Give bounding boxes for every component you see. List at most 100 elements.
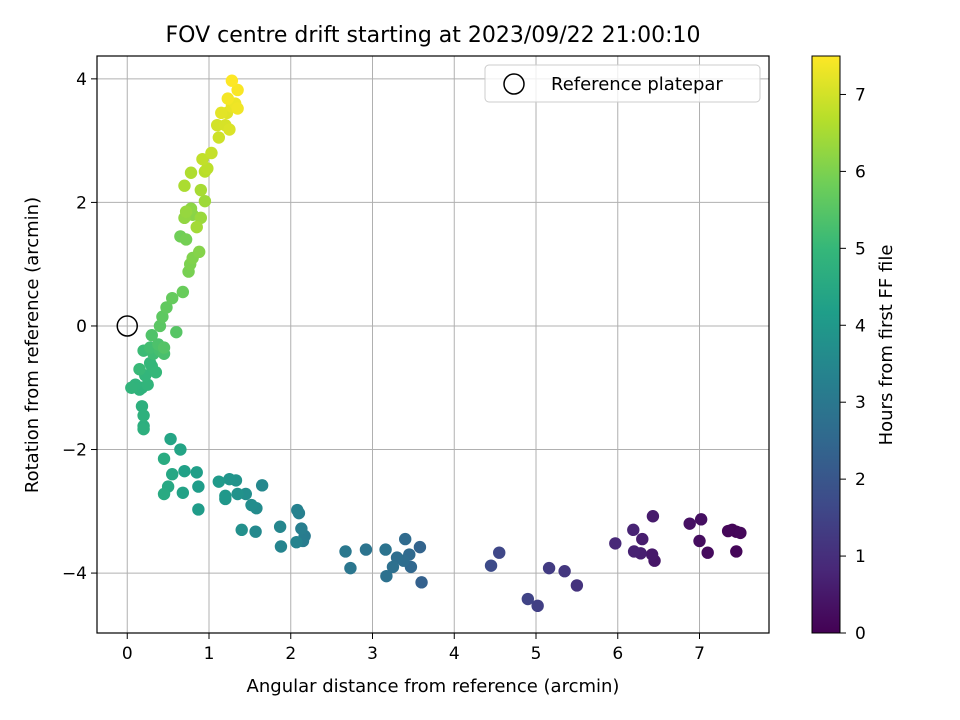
plot-frame [96, 55, 770, 634]
data-point [160, 301, 173, 314]
data-points [125, 74, 747, 613]
data-point [192, 503, 205, 516]
colorbar-tick-label: 4 [855, 316, 866, 336]
data-point [646, 510, 660, 523]
x-tick-label: 6 [612, 644, 623, 664]
data-point [137, 409, 150, 422]
data-point [386, 560, 400, 574]
data-point [205, 146, 218, 160]
data-point [379, 543, 392, 556]
data-point [223, 123, 236, 136]
data-point [558, 565, 571, 578]
data-point [339, 545, 352, 558]
data-point [166, 291, 179, 305]
colorbar-tick-label: 7 [855, 85, 866, 105]
data-point [609, 537, 622, 550]
data-point [645, 548, 659, 561]
data-point [184, 166, 198, 179]
data-point [255, 479, 269, 492]
data-point [245, 498, 258, 512]
data-point [273, 520, 287, 533]
legend-box [484, 64, 761, 103]
y-axis-ticks: 4 2 0 −2 −4 [62, 70, 97, 584]
data-point [212, 131, 226, 144]
data-point [156, 310, 169, 323]
x-tick-label: 4 [449, 644, 460, 664]
data-point [399, 532, 412, 546]
data-point [153, 319, 167, 333]
data-point [176, 486, 190, 499]
data-point [627, 523, 640, 537]
data-point [636, 532, 649, 546]
x-axis-ticks: 0 1 2 3 4 5 6 7 [122, 633, 705, 664]
data-point [531, 599, 544, 613]
data-point [225, 74, 239, 87]
data-point [166, 468, 179, 481]
data-point [231, 102, 244, 115]
data-point [190, 466, 203, 479]
y-tick-label: 2 [76, 193, 87, 213]
legend: Reference platepar [484, 64, 761, 103]
y-tick-label: −4 [62, 564, 87, 584]
x-tick-label: 0 [122, 644, 133, 664]
colorbar: 0 1 2 3 4 5 6 7 Hours from first FF file [811, 55, 897, 644]
data-point [542, 561, 556, 575]
y-tick-label: −2 [62, 441, 87, 461]
reference-marker [116, 315, 138, 337]
data-point [721, 524, 735, 538]
colorbar-tick-label: 1 [855, 547, 866, 567]
data-point [176, 285, 190, 299]
data-point [693, 534, 706, 548]
legend-label: Reference platepar [551, 74, 723, 95]
data-point [157, 452, 171, 465]
data-point [190, 220, 203, 234]
data-point [201, 162, 214, 175]
y-axis-label: Rotation from reference (arcmin) [22, 197, 43, 493]
data-point [194, 211, 208, 225]
x-tick-label: 7 [694, 644, 705, 664]
colorbar-label: Hours from first FF file [876, 245, 897, 446]
data-point [157, 341, 171, 354]
grid-lines [97, 56, 769, 633]
reference-point [116, 315, 138, 337]
data-point [179, 205, 193, 218]
data-point [249, 525, 262, 538]
data-point [194, 183, 208, 197]
data-point [380, 569, 393, 583]
legend-marker [503, 73, 525, 95]
data-point [179, 233, 193, 246]
data-point [295, 522, 308, 535]
data-point [141, 378, 154, 391]
colorbar-tick-label: 2 [855, 470, 866, 490]
data-point [235, 523, 248, 537]
y-tick-label: 4 [76, 70, 87, 90]
colorbar-tick-label: 6 [855, 162, 866, 182]
data-point [290, 535, 303, 549]
data-point [221, 92, 235, 105]
data-point [196, 152, 209, 166]
data-point [570, 579, 584, 592]
data-point [164, 432, 177, 446]
data-point [223, 472, 236, 486]
data-point [198, 194, 212, 208]
data-point [219, 489, 232, 503]
data-point [730, 545, 743, 558]
data-point [291, 503, 304, 517]
colorbar-tick-label: 5 [855, 239, 866, 259]
data-point [231, 83, 244, 97]
data-point [137, 422, 150, 436]
data-point [683, 517, 696, 530]
data-point [212, 475, 226, 488]
chart-title: FOV centre drift starting at 2023/09/22 … [166, 23, 701, 48]
data-point [192, 480, 205, 493]
data-point [413, 540, 427, 554]
data-point [415, 576, 428, 589]
data-point [390, 551, 404, 564]
y-tick-label: 0 [76, 317, 87, 337]
x-axis-label: Angular distance from reference (arcmin) [247, 676, 620, 697]
x-tick-label: 5 [531, 644, 542, 664]
data-point [157, 487, 171, 501]
colorbar-tick-label: 0 [855, 624, 866, 644]
data-point [359, 543, 373, 556]
